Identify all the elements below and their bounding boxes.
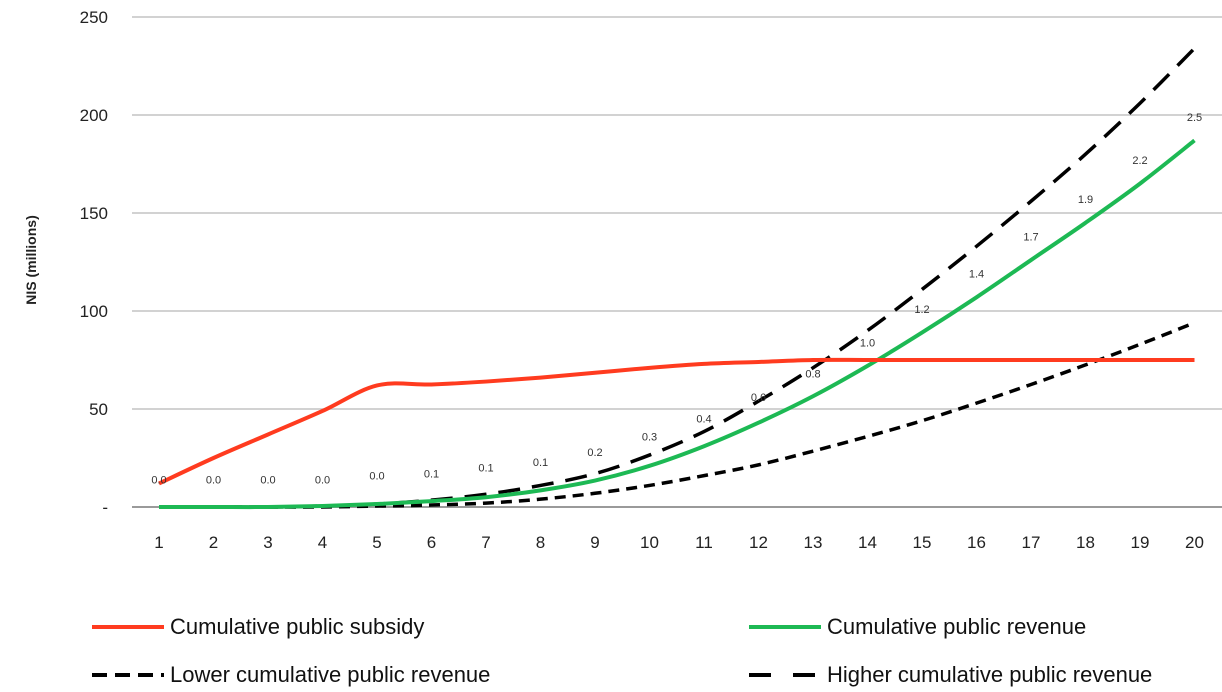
x-tick-label: 14: [858, 533, 877, 552]
data-label: 0.1: [424, 469, 439, 481]
data-label: 1.2: [914, 304, 929, 316]
data-label: 1.0: [860, 337, 875, 349]
y-tick-label: 250: [80, 8, 108, 27]
data-labels: 0.0 0.0 0.0 0.0 0.0 0.1 0.1 0.1 0.2 0.3 0.4 0.6 0.8 1…: [151, 112, 1202, 487]
x-tick-label: 16: [967, 533, 986, 552]
y-axis-ticks: - 50 100 150 200 250: [80, 8, 108, 517]
x-axis-ticks: 1 2 3 4 5 6 7 8 9 10 11 12 13 14 15 16 17 18 19 20: [154, 533, 1204, 552]
x-tick-label: 19: [1131, 533, 1150, 552]
data-label: 0.0: [315, 474, 330, 486]
x-tick-label: 4: [318, 533, 327, 552]
legend-swatch-higher-revenue: [749, 673, 821, 677]
gridlines: [132, 16, 1222, 508]
legend-label-subsidy: Cumulative public subsidy: [170, 614, 425, 639]
x-tick-label: 20: [1185, 533, 1204, 552]
y-tick-label: 150: [80, 204, 108, 223]
data-label: 2.2: [1132, 155, 1147, 167]
legend-swatch-revenue: [749, 625, 821, 629]
y-tick-label: 100: [80, 302, 108, 321]
x-tick-label: 11: [695, 533, 713, 552]
legend-item-higher-revenue: Higher cumulative public revenue: [749, 660, 1152, 690]
series-line-cumulative-public-subsidy: [158, 357, 1195, 486]
data-label: 0.2: [587, 447, 602, 459]
series-line-higher-cumulative-public-revenue: [158, 47, 1196, 509]
data-label: 0.0: [260, 474, 275, 486]
x-tick-label: 9: [590, 533, 599, 552]
x-tick-label: 12: [749, 533, 768, 552]
data-label: 0.8: [805, 369, 820, 381]
x-tick-label: 5: [372, 533, 381, 552]
legend-swatch-subsidy: [92, 625, 164, 629]
data-label: 1.4: [969, 269, 984, 281]
data-label: 0.1: [533, 457, 548, 469]
series-lines: [158, 47, 1196, 510]
legend-item-lower-revenue: Lower cumulative public revenue: [92, 660, 490, 690]
data-label: 0.0: [151, 474, 166, 486]
y-tick-label: 200: [80, 106, 108, 125]
data-label: 0.1: [478, 463, 493, 475]
x-tick-label: 2: [209, 533, 218, 552]
data-label: 1.9: [1078, 194, 1093, 206]
x-tick-label: 17: [1022, 533, 1041, 552]
x-tick-label: 13: [804, 533, 823, 552]
data-label: 0.0: [369, 471, 384, 483]
legend-item-revenue: Cumulative public revenue: [749, 612, 1086, 642]
series-line-cumulative-public-revenue: [158, 138, 1196, 510]
x-tick-label: 1: [154, 533, 163, 552]
legend-item-subsidy: Cumulative public subsidy: [92, 612, 424, 642]
y-axis-label: NIS (millions): [23, 215, 39, 304]
data-label: 0.6: [751, 392, 766, 404]
y-tick-label: -: [102, 498, 108, 517]
data-label: 0.4: [696, 414, 711, 426]
legend: Cumulative public subsidy Cumulative pub…: [0, 600, 1222, 692]
data-label: 0.3: [642, 431, 657, 443]
y-tick-label: 50: [89, 400, 108, 419]
x-tick-label: 7: [481, 533, 490, 552]
x-tick-label: 18: [1076, 533, 1095, 552]
x-tick-label: 3: [263, 533, 272, 552]
legend-label-higher-revenue: Higher cumulative public revenue: [827, 662, 1153, 687]
x-tick-label: 15: [913, 533, 932, 552]
legend-label-lower-revenue: Lower cumulative public revenue: [170, 662, 491, 687]
legend-label-revenue: Cumulative public revenue: [827, 614, 1087, 639]
x-tick-label: 8: [536, 533, 545, 552]
data-label: 2.5: [1187, 112, 1202, 124]
data-label: 1.7: [1023, 231, 1038, 243]
data-label: 0.0: [206, 474, 221, 486]
x-tick-label: 6: [427, 533, 436, 552]
x-tick-label: 10: [640, 533, 659, 552]
legend-swatch-lower-revenue: [92, 673, 164, 677]
